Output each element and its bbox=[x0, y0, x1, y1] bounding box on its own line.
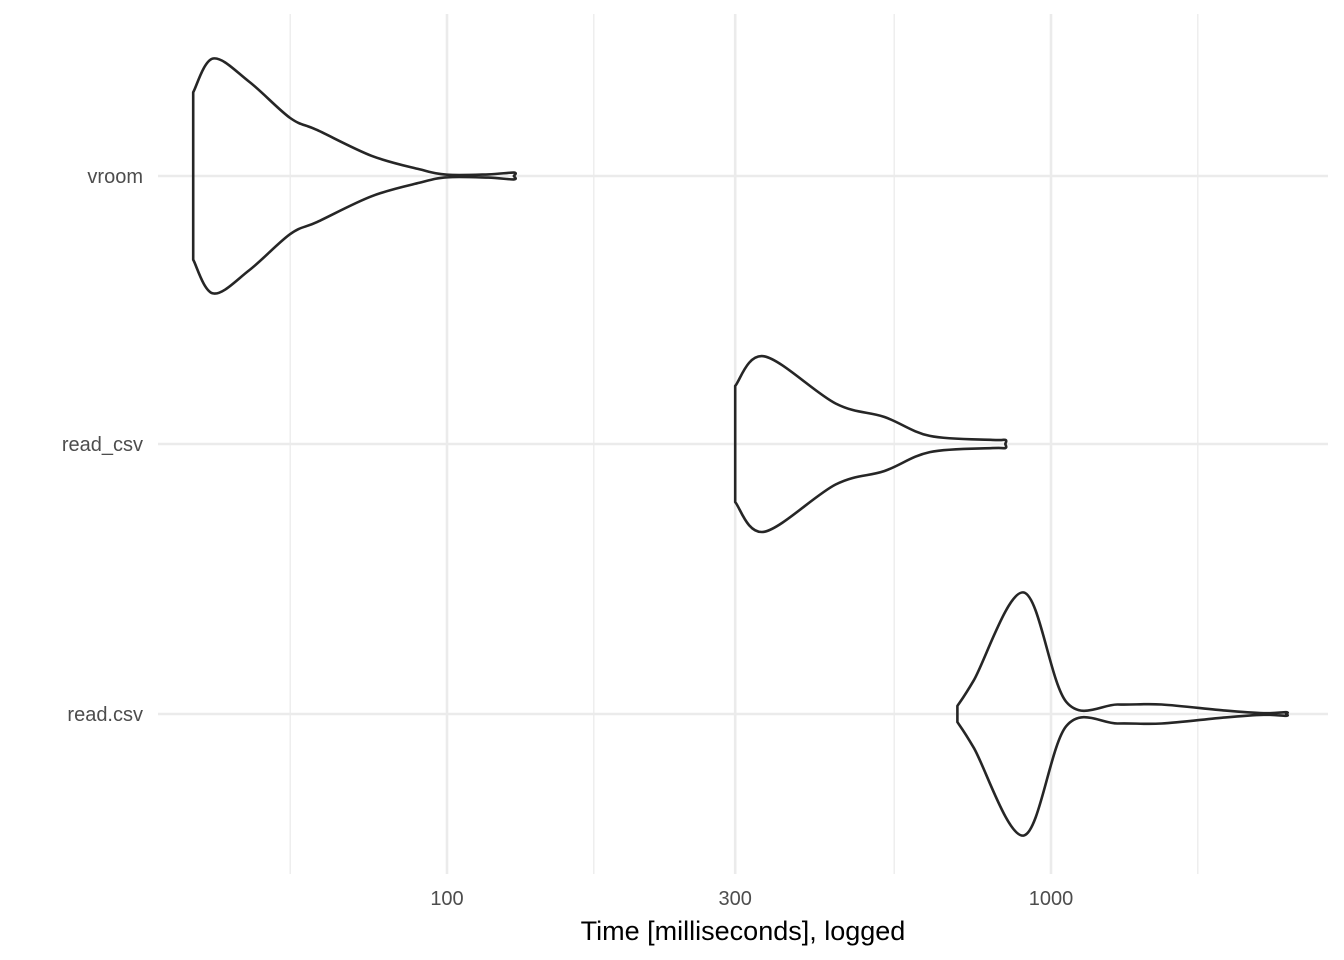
y-category-label: read_csv bbox=[62, 434, 143, 456]
x-tick-label: 300 bbox=[719, 888, 752, 910]
x-axis-title: Time [milliseconds], logged bbox=[581, 916, 906, 946]
y-category-label: vroom bbox=[87, 166, 143, 188]
y-category-label: read.csv bbox=[67, 704, 143, 726]
grid-layer bbox=[158, 14, 1328, 874]
x-tick-label: 1000 bbox=[1029, 888, 1074, 910]
label-layer: 100 300 1000 vroom read_csv read.csv bbox=[62, 166, 1073, 910]
x-tick-label: 100 bbox=[430, 888, 463, 910]
